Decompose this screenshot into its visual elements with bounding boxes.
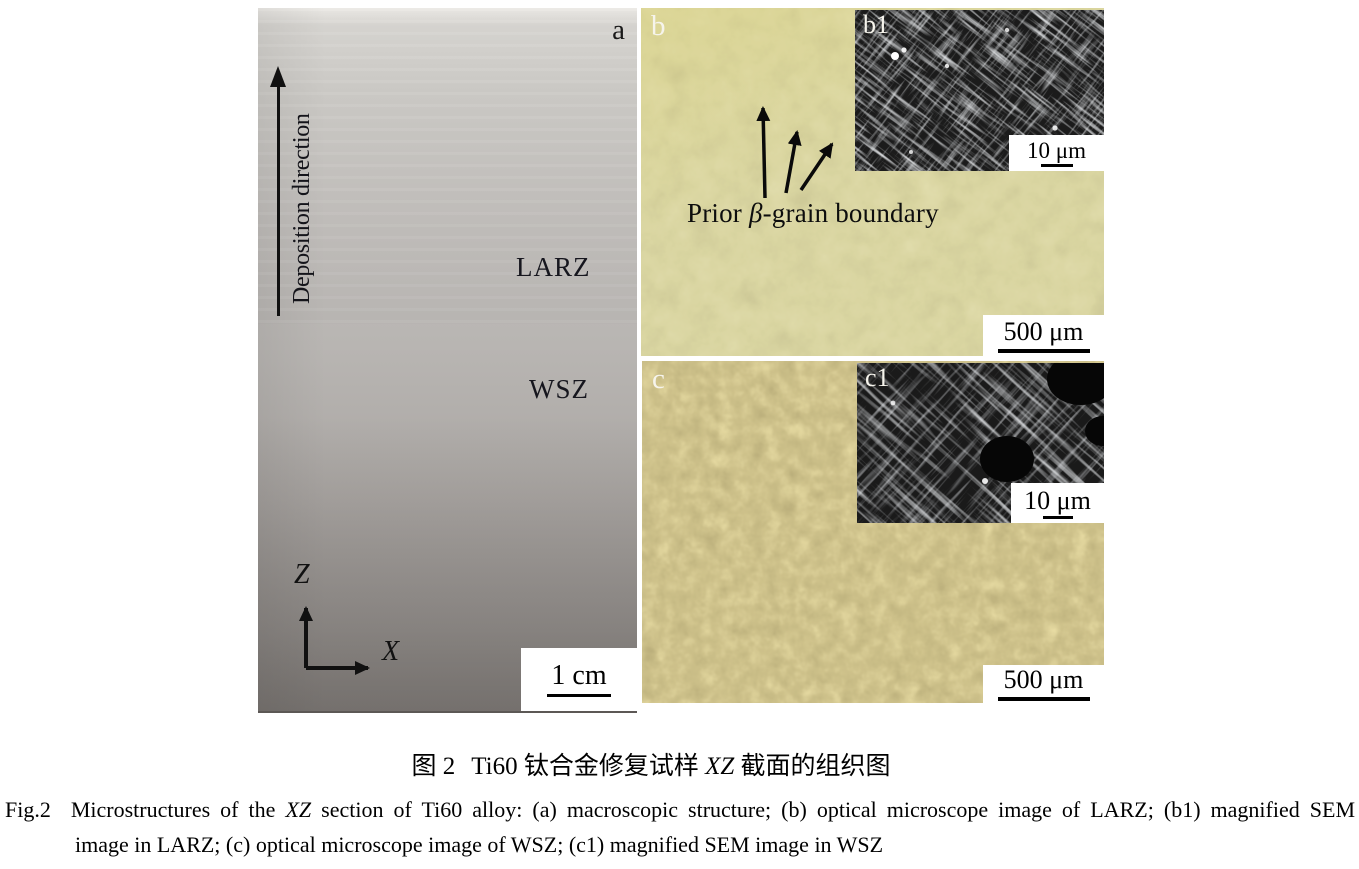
larz-zone-label: LARZ <box>516 252 591 282</box>
grain-boundary-arrows-icon <box>756 106 834 199</box>
prior-text-post: -grain boundary <box>762 198 939 228</box>
caption-english-line2: image in LARZ; (c) optical microscope im… <box>75 832 884 857</box>
inset-c1-sem: c1 10 μm <box>857 363 1104 523</box>
scale-bar-line <box>1040 164 1073 167</box>
panel-a-macro-photo: a Deposition direction LARZ WSZ Z X 1 cm <box>258 8 637 713</box>
x-axis-label: X <box>382 636 400 667</box>
arrow-head <box>270 66 286 87</box>
scale-bar-1cm: 1 cm <box>521 648 637 711</box>
caption-zh-xz: XZ <box>705 753 735 780</box>
scale-bar-10um-c1-text: 10 μm <box>1024 485 1091 515</box>
beta-symbol: β <box>748 198 763 228</box>
caption-zh-figno: 图 2 <box>411 753 456 780</box>
panel-c-wsz-optical: c <box>642 361 1104 703</box>
scale-bar-1cm-text: 1 cm <box>551 660 607 691</box>
inset-b1-sem: b1 10 μm <box>855 10 1104 171</box>
caption-en-pre: Microstructures of the <box>70 797 286 822</box>
caption-zh-pre: Ti60 钛合金修复试样 <box>471 753 706 780</box>
panel-a-label: a <box>612 14 625 46</box>
scale-bar-500um-c-text: 500 μm <box>1003 665 1084 694</box>
scale-bar-500um-c: 500 μm <box>983 665 1104 703</box>
deposition-direction-arrow-icon <box>269 66 287 316</box>
caption-en-figno: Fig.2 <box>5 797 51 822</box>
panel-b-label: b <box>651 10 666 42</box>
caption-en-post: section of Ti60 alloy: (a) macroscopic s… <box>311 797 1356 822</box>
scale-bar-10um-b1: 10 μm <box>1009 135 1104 171</box>
deposition-direction-label: Deposition direction <box>289 113 315 304</box>
prior-text-pre: Prior <box>687 198 749 228</box>
coordinate-axes-icon <box>299 606 370 675</box>
caption-en-xz: XZ <box>285 797 312 822</box>
inset-c1-label: c1 <box>865 363 890 392</box>
panel-b-larz-optical: b Prior β-grain boundary <box>641 8 1104 356</box>
z-axis-label: Z <box>294 559 310 590</box>
caption-zh-post: 截面的组织图 <box>734 753 891 780</box>
inset-b1-label: b1 <box>863 10 889 39</box>
scale-bar-line <box>997 348 1090 353</box>
scale-bar-500um-b: 500 μm <box>983 315 1104 356</box>
scale-bar-line <box>547 694 611 697</box>
arrow-shaft <box>276 87 280 316</box>
caption-chinese: 图 2 Ti60 钛合金修复试样 XZ 截面的组织图 <box>0 746 1302 782</box>
wsz-zone-label: WSZ <box>529 374 589 404</box>
scale-bar-line <box>1042 515 1073 519</box>
caption-english-line1: Fig.2 Microstructures of the XZ section o… <box>5 797 1355 823</box>
panel-c-label: c <box>652 363 665 395</box>
scale-bar-500um-b-text: 500 μm <box>1003 316 1084 346</box>
scale-bar-10um-b1-text: 10 μm <box>1027 138 1086 163</box>
prior-beta-grain-boundary-label: Prior β-grain boundary <box>687 198 939 229</box>
scale-bar-10um-c1: 10 μm <box>1011 483 1104 523</box>
scale-bar-line <box>997 697 1090 701</box>
